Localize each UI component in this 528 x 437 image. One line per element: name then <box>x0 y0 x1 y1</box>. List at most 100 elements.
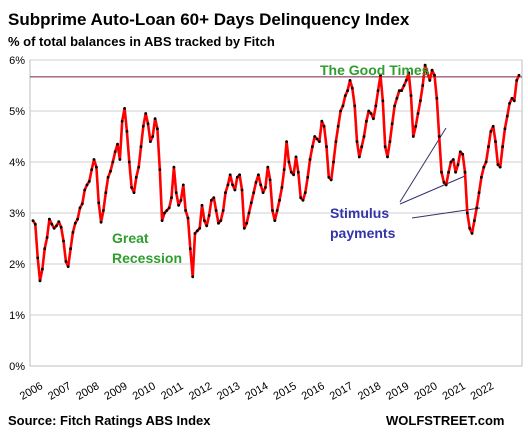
x-tick-label: 2009 <box>102 380 129 403</box>
data-point <box>59 225 63 229</box>
data-point <box>109 169 112 173</box>
data-point <box>217 221 220 225</box>
data-point <box>264 186 267 189</box>
data-point <box>69 247 72 251</box>
data-point <box>369 112 373 115</box>
data-point <box>214 209 218 212</box>
data-point <box>261 191 265 195</box>
data-point <box>325 145 328 149</box>
x-tick-label: 2017 <box>328 380 355 403</box>
data-point <box>151 135 155 138</box>
series-points <box>31 63 521 283</box>
data-point <box>395 96 399 100</box>
y-tick-label: 4% <box>9 157 25 169</box>
data-point <box>301 198 305 202</box>
x-tick-label: 2014 <box>243 380 270 403</box>
data-point <box>360 145 364 149</box>
data-point <box>163 211 166 215</box>
data-point <box>41 267 44 271</box>
data-point <box>430 68 434 72</box>
data-point <box>365 119 368 123</box>
data-point <box>233 188 237 192</box>
data-point <box>390 122 394 126</box>
data-point <box>494 140 497 144</box>
data-point <box>62 239 65 243</box>
data-point <box>104 191 108 195</box>
data-point <box>327 175 331 179</box>
data-point <box>85 183 89 187</box>
data-point <box>498 165 502 169</box>
data-point <box>437 135 441 138</box>
x-tick-label: 2021 <box>441 380 468 403</box>
data-point <box>308 158 312 161</box>
data-point <box>66 265 70 268</box>
data-point <box>451 158 455 161</box>
data-point <box>90 168 94 172</box>
y-tick-label: 3% <box>9 208 25 220</box>
data-point <box>348 79 352 82</box>
data-point <box>181 183 185 187</box>
data-point <box>50 222 54 226</box>
data-point <box>228 173 232 177</box>
data-point <box>31 219 35 223</box>
data-point <box>99 220 103 224</box>
x-tick-label: 2018 <box>356 380 383 403</box>
data-point <box>149 140 152 144</box>
data-point <box>87 180 91 183</box>
data-point <box>57 220 61 224</box>
data-point <box>43 247 47 251</box>
data-point <box>282 168 286 172</box>
data-point <box>296 170 300 174</box>
data-point <box>383 145 387 149</box>
data-point <box>73 221 77 225</box>
data-point <box>177 203 181 207</box>
data-point <box>127 160 131 164</box>
data-point <box>416 112 420 115</box>
data-point <box>505 114 509 118</box>
data-point <box>33 222 37 226</box>
data-point <box>449 160 453 164</box>
chart-title: Subprime Auto-Loan 60+ Days Delinquency … <box>8 10 410 29</box>
data-point <box>134 175 138 179</box>
data-point <box>350 86 354 90</box>
annotation-payments: payments <box>330 225 396 241</box>
data-point <box>64 260 68 263</box>
data-point <box>78 206 82 210</box>
data-point <box>146 122 150 126</box>
source-note: Source: Fitch Ratings ABS Index <box>8 413 211 428</box>
data-point <box>240 188 244 192</box>
data-point <box>388 140 392 144</box>
data-point <box>188 247 192 251</box>
data-point <box>83 188 87 192</box>
data-point <box>221 209 225 212</box>
data-point <box>95 165 98 169</box>
data-point <box>473 219 476 223</box>
data-point <box>294 155 298 159</box>
y-tick-label: 1% <box>9 310 25 322</box>
data-point <box>376 89 380 92</box>
data-point <box>409 94 413 98</box>
data-point <box>489 130 493 133</box>
data-point <box>172 165 176 169</box>
data-point <box>252 191 256 195</box>
data-point <box>475 206 479 210</box>
data-point <box>45 236 49 239</box>
data-point <box>336 124 340 128</box>
data-point <box>414 124 418 128</box>
data-point <box>367 109 371 113</box>
data-point <box>433 73 436 77</box>
brand-logo: WOLFSTREET.com <box>386 413 504 428</box>
data-point <box>118 158 122 161</box>
data-point <box>139 145 143 149</box>
data-point <box>299 196 303 200</box>
data-point <box>231 183 235 187</box>
data-point <box>517 73 521 77</box>
y-tick-label: 2% <box>9 259 25 271</box>
data-point <box>407 71 411 75</box>
data-point <box>257 173 260 177</box>
y-axis-ticks: 0% 1% 2% 3% 4% 5% 6% <box>9 55 25 373</box>
data-point <box>158 168 162 172</box>
data-point <box>71 231 75 234</box>
data-point <box>193 232 197 235</box>
